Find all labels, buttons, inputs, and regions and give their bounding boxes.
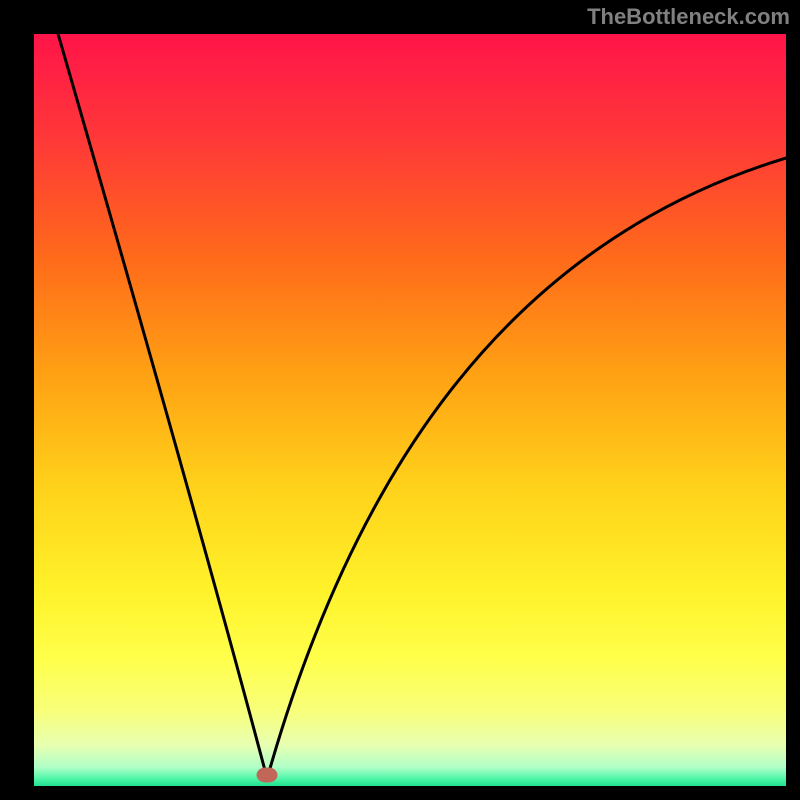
- optimum-marker: [257, 768, 278, 783]
- watermark-text: TheBottleneck.com: [587, 4, 790, 30]
- plot-area: [34, 34, 786, 786]
- gradient-background: [34, 34, 786, 786]
- chart-container: TheBottleneck.com: [0, 0, 800, 800]
